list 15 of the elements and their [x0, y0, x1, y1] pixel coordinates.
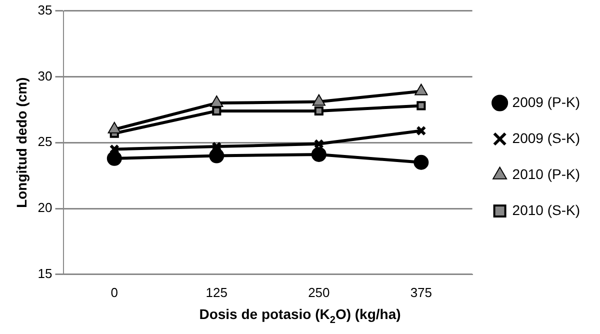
x-axis-title: Dosis de potasio (K$_{2}$O) (kg/ha): [198, 306, 402, 326]
y-tick-label: 20: [38, 200, 52, 216]
legend-label: 2010 (S-K): [512, 202, 580, 218]
y-axis-title: Longitud dedo (cm): [13, 77, 30, 208]
y-tick-label: 30: [38, 68, 52, 84]
legend-label: 2009 (P-K): [512, 94, 580, 110]
x-tick-label: 125: [206, 284, 228, 300]
y-tick-label: 25: [38, 134, 52, 150]
x-tick-label: 0: [110, 284, 118, 300]
x-tick-label: 375: [410, 284, 432, 300]
legend-label: 2009 (S-K): [512, 130, 580, 146]
x-tick-label: 250: [308, 284, 330, 300]
y-tick-label: 15: [38, 266, 52, 281]
legend-label: 2010 (P-K): [512, 166, 580, 182]
y-tick-label: 35: [38, 2, 52, 18]
